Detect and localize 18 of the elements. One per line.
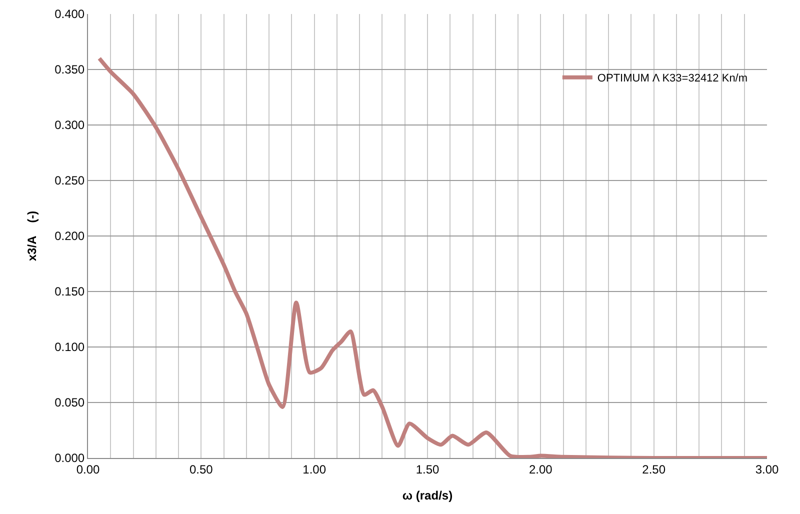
x-tick-label: 1.00 [302, 462, 326, 476]
y-tick-label: 0.350 [54, 62, 85, 77]
x-tick-label: 0.50 [189, 462, 214, 476]
x-tick-label: 2.50 [642, 462, 666, 476]
y-tick-label: 0.200 [54, 229, 85, 244]
line-series [97, 56, 767, 458]
y-tick-label: 0.050 [54, 396, 85, 410]
x-tick-label: 2.00 [528, 462, 553, 476]
y-tick-label: 0.100 [54, 340, 85, 354]
x-tick-label: 3.00 [755, 462, 779, 476]
x-tick-label: 1.50 [416, 462, 440, 476]
y-tick-label: 0.250 [54, 174, 85, 188]
y-tick-label: 0.400 [54, 7, 85, 22]
y-tick-label: 0.300 [54, 118, 85, 132]
y-tick-label: 0.150 [54, 284, 85, 299]
legend-label: OPTIMUM Λ K33=32412 Kn/m [597, 72, 748, 85]
x-axis-title: ω (rad/s) [402, 488, 453, 502]
y-axis-title: x3/A (-) [24, 210, 39, 262]
